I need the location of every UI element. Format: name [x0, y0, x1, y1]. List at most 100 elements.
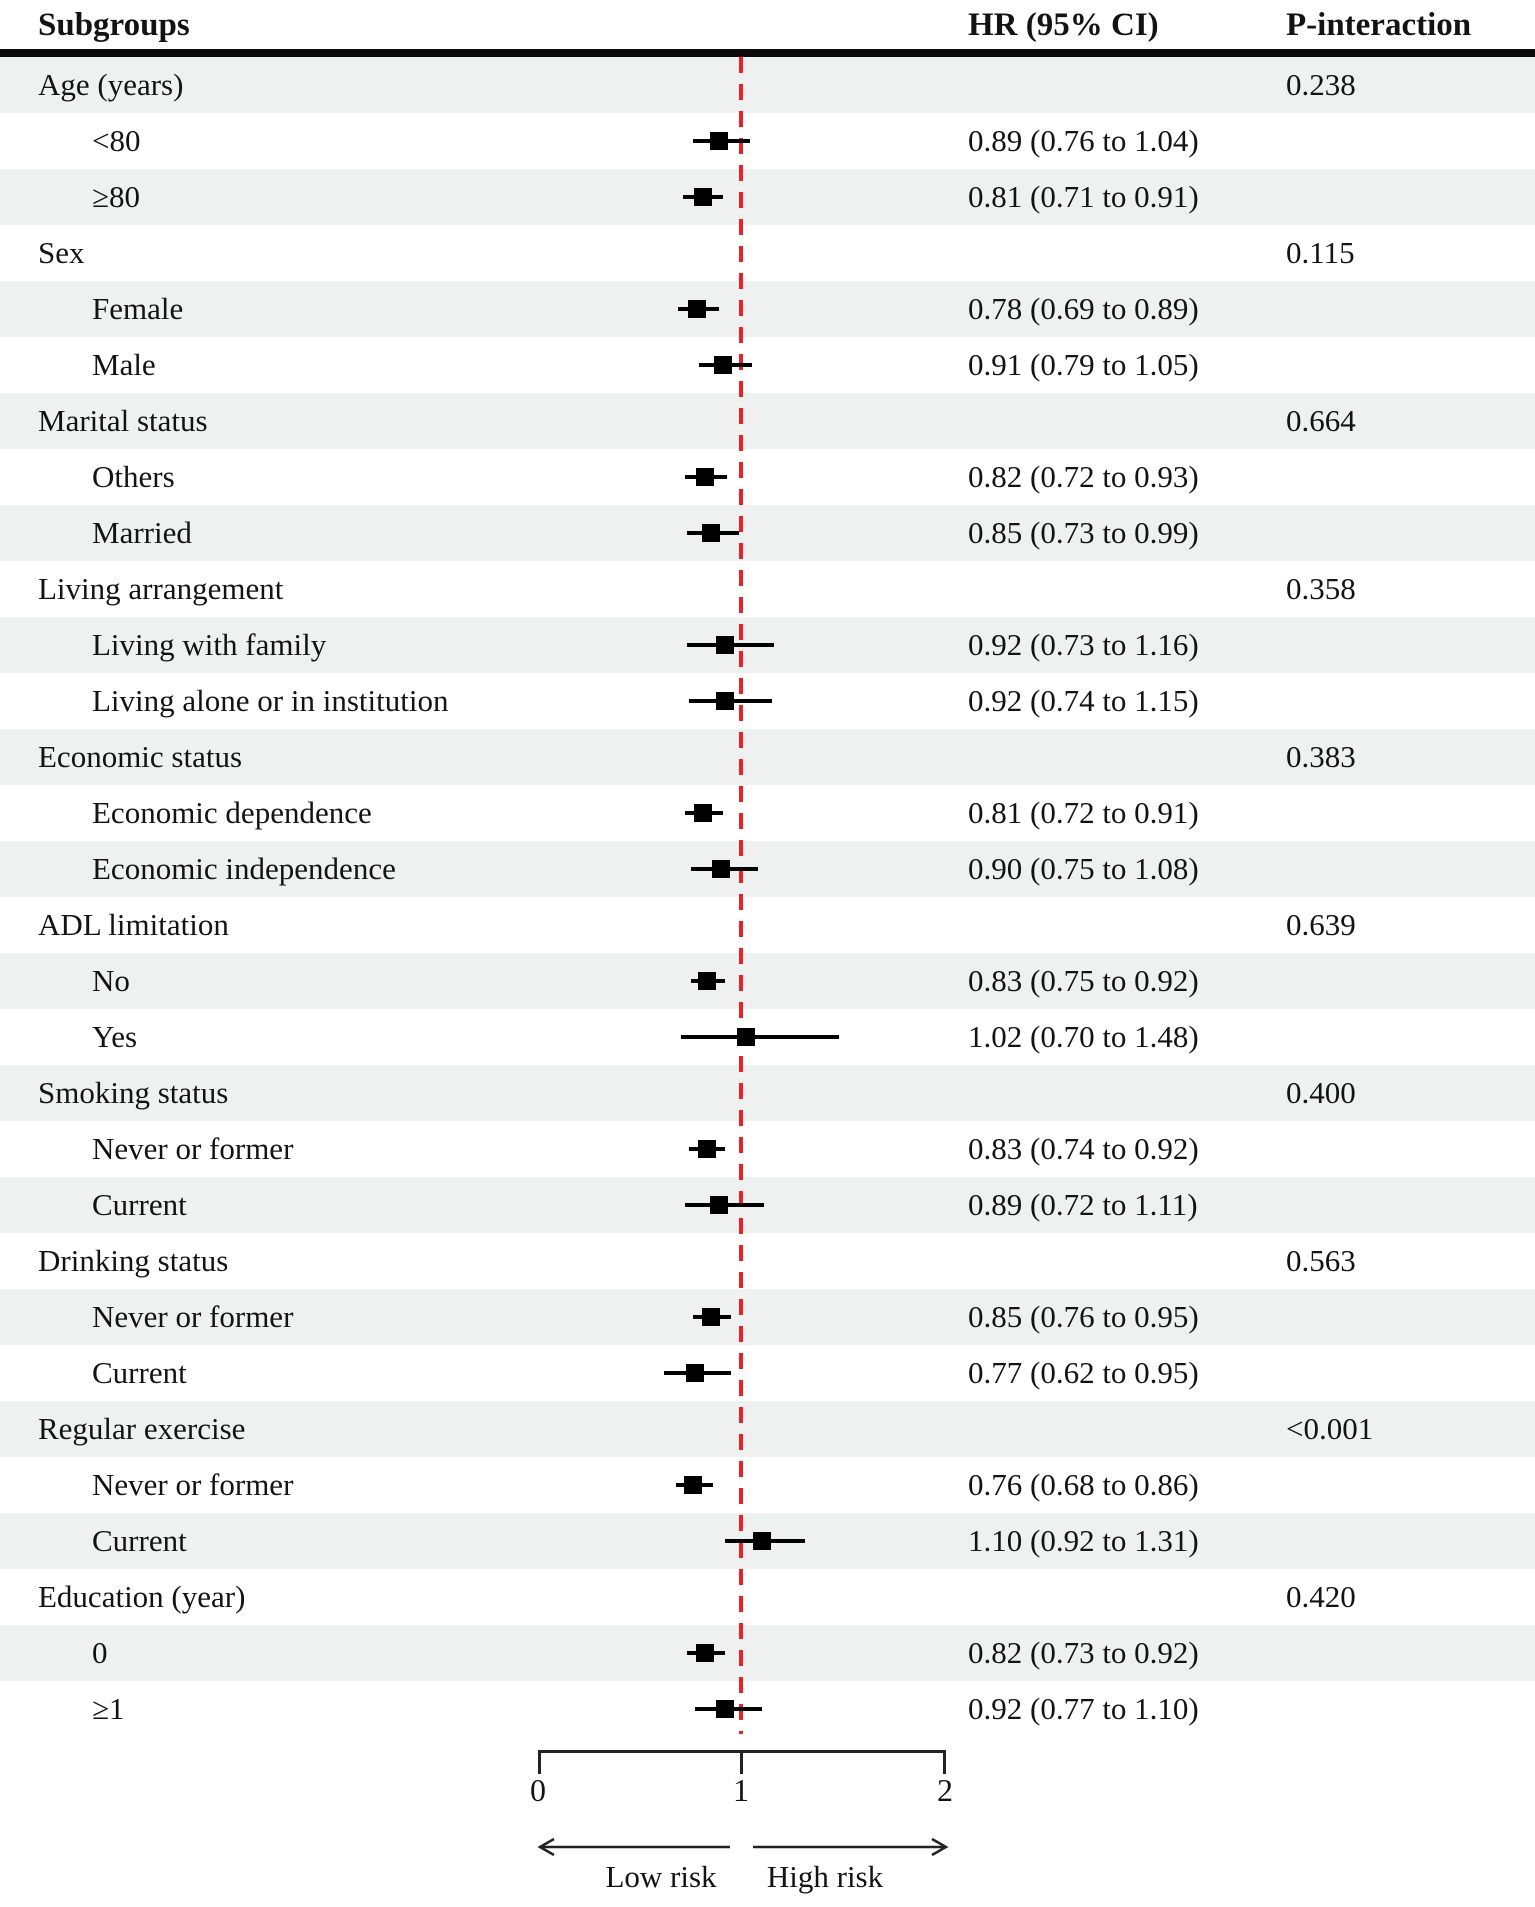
table-row: Economic dependence 0.81 (0.72 to 0.91) — [0, 785, 1535, 841]
row-label: ≥1 — [92, 1691, 125, 1726]
table-row: ≥1 0.92 (0.77 to 1.10) — [0, 1681, 1535, 1737]
x-axis-tick-1 — [740, 1750, 743, 1774]
row-label: Living alone or in institution — [92, 683, 449, 718]
row-label: Regular exercise — [38, 1411, 246, 1446]
point-estimate-marker — [716, 636, 735, 654]
p-interaction-value: 0.563 — [1286, 1243, 1356, 1278]
hr-ci-value: 0.82 (0.73 to 0.92) — [968, 1635, 1199, 1670]
p-interaction-value: 0.639 — [1286, 907, 1356, 942]
low-risk-arrow-icon — [537, 1837, 730, 1857]
point-estimate-marker — [702, 1308, 720, 1326]
hr-ci-value: 0.81 (0.71 to 0.91) — [968, 179, 1199, 214]
point-estimate-marker — [714, 356, 733, 374]
row-label: Marital status — [38, 403, 208, 438]
table-row: ADL limitation 0.639 — [0, 897, 1535, 953]
hr-ci-value: 1.10 (0.92 to 1.31) — [968, 1523, 1199, 1558]
hr-ci-value: 0.82 (0.72 to 0.93) — [968, 459, 1199, 494]
point-estimate-marker — [710, 132, 729, 150]
table-row: Economic status 0.383 — [0, 729, 1535, 785]
hr-ci-value: 0.83 (0.75 to 0.92) — [968, 963, 1199, 998]
table-row: Never or former 0.85 (0.76 to 0.95) — [0, 1289, 1535, 1345]
point-estimate-marker — [716, 1700, 735, 1718]
table-row: Living with family 0.92 (0.73 to 1.16) — [0, 617, 1535, 673]
hr-ci-value: 0.89 (0.72 to 1.11) — [968, 1187, 1198, 1222]
reference-line-hr-1 — [739, 57, 743, 1734]
row-label: Living arrangement — [38, 571, 284, 606]
point-estimate-marker — [712, 860, 731, 878]
column-header-p-interaction: P-interaction — [1286, 7, 1472, 43]
hr-ci-value: 0.81 (0.72 to 0.91) — [968, 795, 1199, 830]
point-estimate-marker — [695, 1644, 714, 1662]
point-estimate-marker — [685, 1364, 704, 1382]
point-estimate-marker — [687, 300, 706, 318]
high-risk-arrow-icon — [753, 1837, 949, 1857]
table-row: Age (years) 0.238 — [0, 57, 1535, 113]
table-row: Smoking status 0.400 — [0, 1065, 1535, 1121]
row-label: Economic independence — [92, 851, 396, 886]
point-estimate-marker — [752, 1532, 771, 1550]
column-header-subgroups: Subgroups — [38, 7, 190, 43]
hr-ci-value: 0.85 (0.76 to 0.95) — [968, 1299, 1199, 1334]
hr-ci-value: 1.02 (0.70 to 1.48) — [968, 1019, 1199, 1054]
row-label: Economic status — [38, 739, 243, 774]
x-axis-tick-label-1: 1 — [733, 1772, 749, 1808]
point-estimate-marker — [697, 1140, 716, 1158]
row-label: Current — [92, 1355, 187, 1390]
table-row: Others 0.82 (0.72 to 0.93) — [0, 449, 1535, 505]
table-row: Yes 1.02 (0.70 to 1.48) — [0, 1009, 1535, 1065]
row-label: Education (year) — [38, 1579, 246, 1614]
table-row: Female 0.78 (0.69 to 0.89) — [0, 281, 1535, 337]
row-label: Others — [92, 459, 175, 494]
p-interaction-value: 0.400 — [1286, 1075, 1356, 1110]
point-estimate-marker — [695, 468, 714, 486]
hr-ci-value: 0.90 (0.75 to 1.08) — [968, 851, 1199, 886]
p-interaction-value: 0.115 — [1286, 235, 1355, 270]
row-label: Current — [92, 1523, 187, 1558]
p-interaction-value: 0.358 — [1286, 571, 1356, 606]
point-estimate-marker — [736, 1028, 755, 1046]
p-interaction-value: 0.664 — [1286, 403, 1356, 438]
column-header-hr-ci: HR (95% CI) — [968, 7, 1159, 43]
table-row: Never or former 0.83 (0.74 to 0.92) — [0, 1121, 1535, 1177]
row-label: Never or former — [92, 1299, 294, 1334]
p-interaction-value: 0.238 — [1286, 67, 1356, 102]
point-estimate-marker — [693, 804, 712, 822]
row-label: No — [92, 963, 130, 998]
point-estimate-marker — [716, 692, 735, 710]
table-row: Living arrangement 0.358 — [0, 561, 1535, 617]
table-row: Male 0.91 (0.79 to 1.05) — [0, 337, 1535, 393]
table-row: Never or former 0.76 (0.68 to 0.86) — [0, 1457, 1535, 1513]
x-axis-tick-label-2: 2 — [937, 1772, 953, 1808]
row-label: Current — [92, 1187, 187, 1222]
table-row: Drinking status 0.563 — [0, 1233, 1535, 1289]
point-estimate-marker — [697, 972, 716, 990]
hr-ci-value: 0.92 (0.74 to 1.15) — [968, 683, 1199, 718]
row-label: Economic dependence — [92, 795, 372, 830]
p-interaction-value: 0.420 — [1286, 1579, 1356, 1614]
confidence-interval-line — [680, 1035, 840, 1039]
point-estimate-marker — [702, 524, 720, 542]
hr-ci-value: 0.89 (0.76 to 1.04) — [968, 123, 1199, 158]
table-body: Age (years) 0.238 <80 0.89 (0.76 to 1.04) ≥8… — [0, 57, 1535, 1737]
table-row: ≥80 0.81 (0.71 to 0.91) — [0, 169, 1535, 225]
row-label: Never or former — [92, 1131, 294, 1166]
row-label: Married — [92, 515, 192, 550]
row-label: Age (years) — [38, 67, 184, 102]
row-label: Drinking status — [38, 1243, 229, 1278]
hr-ci-value: 0.85 (0.73 to 0.99) — [968, 515, 1199, 550]
table-row: Education (year) 0.420 — [0, 1569, 1535, 1625]
table-row: Sex 0.115 — [0, 225, 1535, 281]
table-row: Economic independence 0.90 (0.75 to 1.08) — [0, 841, 1535, 897]
row-label: Never or former — [92, 1467, 294, 1502]
row-label: <80 — [92, 123, 141, 158]
x-axis-tick-2 — [943, 1750, 946, 1774]
table-row: Living alone or in institution 0.92 (0.74… — [0, 673, 1535, 729]
row-label: Sex — [38, 235, 85, 270]
row-label: Yes — [92, 1019, 138, 1054]
table-row: Married 0.85 (0.73 to 0.99) — [0, 505, 1535, 561]
point-estimate-marker — [693, 188, 712, 206]
header-rule — [0, 49, 1535, 57]
table-row: No 0.83 (0.75 to 0.92) — [0, 953, 1535, 1009]
hr-ci-value: 0.91 (0.79 to 1.05) — [968, 347, 1199, 382]
